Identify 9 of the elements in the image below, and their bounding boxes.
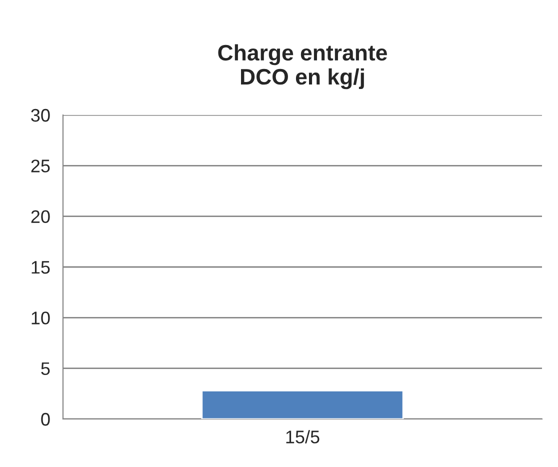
y-tick-label: 0 bbox=[41, 412, 50, 426]
y-tick-label: 10 bbox=[32, 312, 50, 324]
chart-title: Charge entrante DCO en kg/j bbox=[218, 44, 387, 90]
y-tick-label: 20 bbox=[31, 210, 50, 224]
y-tick-label: 5 bbox=[41, 362, 50, 376]
x-tick-label: 15/5 bbox=[286, 430, 320, 444]
y-tick-label: 15 bbox=[32, 261, 50, 274]
y-tick-label: 30 bbox=[31, 108, 50, 122]
y-tick-label: 25 bbox=[31, 160, 50, 172]
